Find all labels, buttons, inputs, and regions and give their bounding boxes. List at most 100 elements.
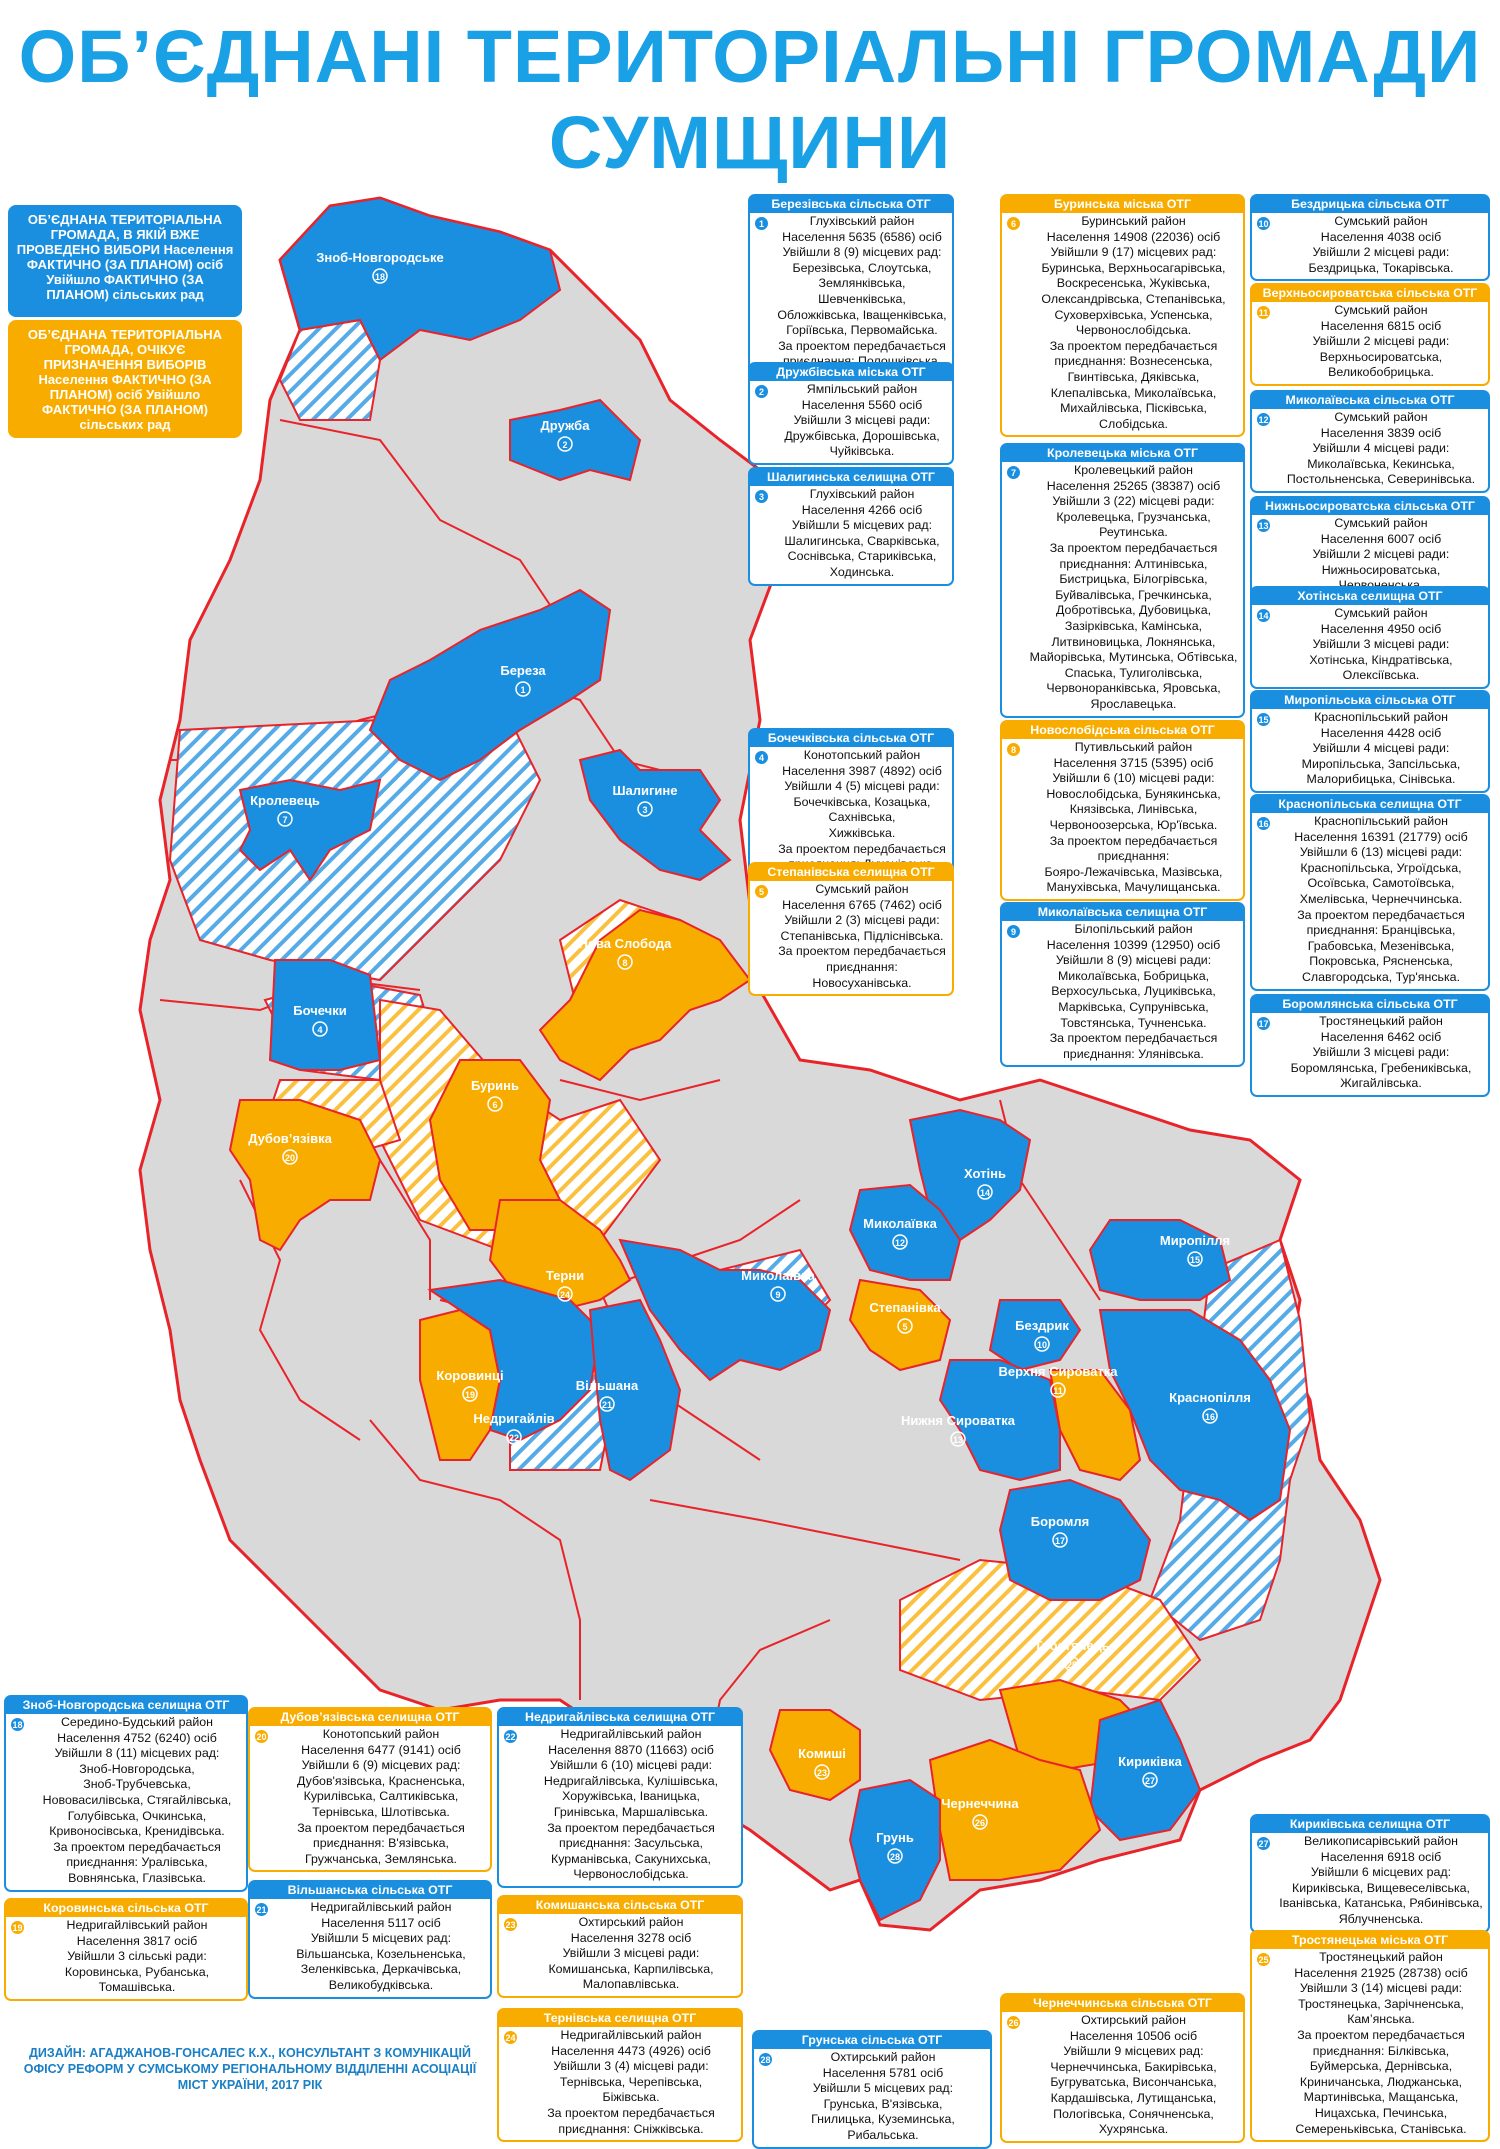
card-line: Соснівська, Стариківська, [787, 549, 937, 564]
card-line: Населення 16391 (21779) осіб [1294, 829, 1468, 844]
card-title: Буринська міська ОТГ [1002, 196, 1243, 213]
card-line: Пологівська, Сонячненська, [1053, 2106, 1214, 2121]
map-label: Дружба 2 [541, 418, 590, 452]
card-title: Кириківська селищна ОТГ [1252, 1816, 1488, 1833]
card-line: Землянківська, Шевченківська, [818, 276, 906, 306]
card-line: Хоружівська, Іваницька, [562, 1789, 700, 1804]
card-line: Тернівська, Черепівська, [559, 2074, 703, 2089]
card-line: За проектом передбачається [297, 1820, 465, 1835]
area-26 [928, 1738, 1102, 1881]
card-body: 2 Ямпільський район Населення 5560 осіб Уві… [750, 381, 952, 463]
card-title: Степанівська селищна ОТГ [750, 864, 952, 881]
card-line: приєднання: В'язівська, [313, 1836, 449, 1851]
card-body: 9 Білопільський район Населення 10399 (129… [1002, 921, 1243, 1065]
map-label-number: 14 [980, 1188, 990, 1198]
card-line: приєднання: Алтинівська, [1059, 556, 1208, 571]
card-number: 13 [1256, 518, 1271, 533]
community-card: Коровинська сільська ОТГ 19 Недригайлівськ… [4, 1898, 248, 2001]
card-line: Слобідська. [1099, 416, 1168, 431]
map-label-circle [277, 811, 293, 827]
card-line: Дубов'язівська, Красненська, [296, 1773, 466, 1788]
card-line: Увійшли 4 (5) місцеві ради: [784, 779, 940, 794]
card-line: Увійшли 5 місцевих рад: [310, 1931, 452, 1946]
card-line: приєднання: [1097, 849, 1170, 864]
card-line: Населення 6477 (9141) осіб [301, 1742, 461, 1757]
map-label-number: 27 [1145, 1776, 1155, 1786]
map-label: Дубов’язівка 20 [248, 1131, 333, 1165]
card-number: 23 [503, 1917, 518, 1932]
map-label-circle [637, 801, 653, 817]
card-line: Новослобідська, Бунякинська, [1046, 786, 1221, 801]
card-line: Населення 4473 (4926) осіб [551, 2043, 711, 2058]
card-line: Червонослобідська. [1075, 323, 1192, 338]
card-title: Дубов’язівська селищна ОТГ [250, 1709, 490, 1726]
map-label-name: Комиші [798, 1746, 846, 1761]
card-line: За проектом передбачається [1049, 1031, 1218, 1046]
card-body: 22 Недригайлівський район Населення 8870 (… [499, 1726, 741, 1886]
card-line: Постольненська, Северинівська. [1286, 472, 1476, 487]
community-card: Бездрицька сільська ОТГ 10 Сумський район Н… [1250, 194, 1490, 282]
card-line: Увійшли 4 місцеві ради: [1312, 441, 1450, 456]
card-title: Боромлянська сільська ОТГ [1252, 996, 1488, 1013]
card-line: Охтирський район [1081, 2013, 1186, 2027]
card-line: Населення 6815 осіб [1320, 318, 1442, 333]
map-label-number: 21 [602, 1400, 612, 1410]
card-body: 28 Охтирський район Населення 5781 осіб Уві… [754, 2049, 990, 2147]
card-line: Буринський район [1081, 214, 1186, 228]
card-line: Увійшли 2 місцеві ради: [1312, 547, 1450, 562]
card-body: 26 Охтирський район Населення 10506 осіб Ув… [1002, 2012, 1243, 2141]
card-number: 8 [1006, 742, 1021, 757]
card-line: Клепалівська, Миколаївська, [1050, 385, 1217, 400]
card-line: приєднання: Улянівська. [1063, 1046, 1204, 1061]
card-line: Увійшли 4 місцеві ради: [1312, 741, 1450, 756]
card-line: приєднання: Вознесенська, [1054, 354, 1213, 369]
map-label: Боромля 17 [1031, 1514, 1089, 1548]
area-24 [488, 1199, 632, 1312]
card-line: Буймерська, Дернівська, [1309, 2059, 1453, 2074]
card-body: 11 Сумський район Населення 6815 осіб Увійш… [1252, 302, 1488, 384]
card-number: 9 [1006, 924, 1021, 939]
card-line: Населення 6462 осіб [1320, 1029, 1442, 1044]
card-line: Увійшли 6 місцевих рад: [1310, 1865, 1452, 1880]
card-line: Малопавлівська. [582, 1977, 680, 1992]
card-number: 2 [754, 384, 769, 399]
card-line: Червоноранківська, Яровська, [1046, 681, 1221, 696]
title-line-1: ОБ’ЄДНАНІ ТЕРИТОРІАЛЬНІ ГРОМАДИ [18, 15, 1482, 98]
title-line-2: СУМЩИНИ [548, 101, 952, 184]
card-line: Зноб-Новгородська, [79, 1761, 195, 1776]
card-line: Краснопільський район [1314, 710, 1448, 724]
map-label-number: 6 [492, 1100, 497, 1110]
card-line: Миколаївська, Кекинська, [1307, 456, 1455, 471]
card-line: приєднання: Бранцівська, [1306, 923, 1456, 938]
card-line: Населення 21925 (28738) осіб [1294, 1965, 1468, 1980]
legend-pending-text: ОБ’ЄДНАНА ТЕРИТОРІАЛЬНА ГРОМАДА, ОЧІКУЄ … [27, 327, 223, 432]
card-line: Олександрівська, Степанівська, [1041, 291, 1226, 306]
card-number: 20 [254, 1729, 269, 1744]
map-label-circle [887, 1848, 903, 1864]
map-label-name: Терни [546, 1268, 584, 1283]
card-line: Населення 3839 осіб [1320, 425, 1442, 440]
card-line: Увійшли 9 місцевих рад: [1063, 2044, 1204, 2059]
map-label-number: 12 [895, 1238, 905, 1248]
map-label-circle [557, 436, 573, 452]
map-label: Краснопілля 16 [1169, 1390, 1251, 1424]
card-body: 5 Сумський район Населення 6765 (7462) осі… [750, 881, 952, 994]
community-card: Краснопільська селищна ОТГ 16 Краснопільсь… [1250, 794, 1490, 991]
card-line: Краснопільський район [1314, 814, 1448, 828]
card-line: Обложківська, Іващенківська, [777, 307, 947, 322]
area-1 [368, 588, 612, 782]
card-number: 27 [1256, 1836, 1271, 1851]
card-line: Недригайлівська, Кулішівська, [543, 1773, 719, 1788]
card-line: Кам’янська. [1347, 2012, 1415, 2027]
card-line: Миколаївська, Бобрицька, [1057, 968, 1210, 983]
card-body: 8 Путивльський район Населення 3715 (5395)… [1002, 739, 1243, 899]
card-line: Сумський район [1334, 214, 1428, 228]
map-label-name: Бочечки [293, 1003, 346, 1018]
card-line: Тростянецька, Зарічненська, [1298, 1996, 1464, 2011]
card-line: Населення 5117 осіб [321, 1915, 441, 1930]
map-label-circle [1050, 1382, 1066, 1398]
card-line: Комишанська, Карпилівська, [548, 1961, 714, 1976]
card-line: Увійшли 3 (4) місцеві ради: [553, 2059, 709, 2074]
community-card: Кириківська селищна ОТГ 27 Великописарівсь… [1250, 1814, 1490, 1933]
map-label-name: Грунь [876, 1830, 914, 1845]
